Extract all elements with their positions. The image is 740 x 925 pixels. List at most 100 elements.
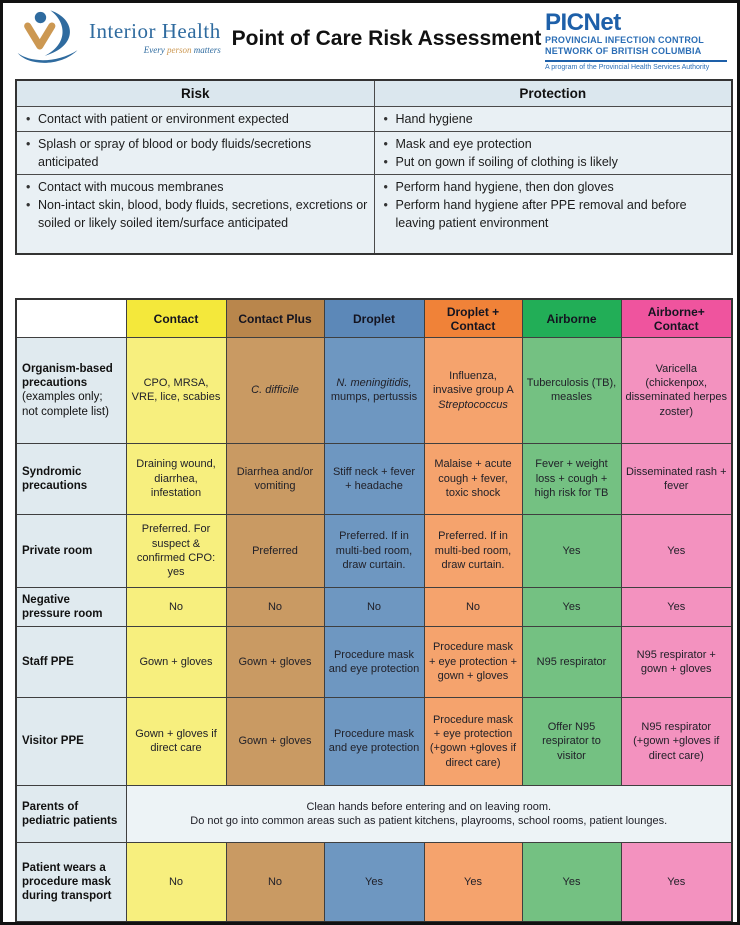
picnet-line2: NETWORK OF BRITISH COLUMBIA (545, 46, 702, 57)
interior-health-name: Interior Health (89, 19, 221, 43)
matrix-cell: Yes (521, 841, 622, 922)
parents-instruction-line: Do not go into common areas such as pati… (190, 814, 668, 827)
row-parents-pediatric: Parents of pediatric patients Clean hand… (15, 784, 733, 843)
row-label-negative-pressure: Negative pressure room (15, 586, 127, 627)
risk-cell: Splash or spray of blood or body fluids/… (15, 130, 375, 175)
column-header-airborne-contact: Airborne+ Contact (620, 298, 733, 338)
interior-health-figure-icon (13, 9, 85, 68)
row-label-visitor-ppe: Visitor PPE (15, 696, 127, 786)
row-visitor-ppe: Visitor PPE Gown + gloves if direct care… (15, 696, 733, 786)
protection-item: Perform hand hygiene after PPE removal a… (379, 196, 726, 232)
risk-table-header-row: Risk Protection (15, 79, 733, 107)
protection-cell: Perform hand hygiene, then don gloves Pe… (373, 173, 733, 255)
picnet-subtext: A program of the Provincial Health Servi… (545, 63, 710, 71)
matrix-cell: Yes (620, 841, 733, 922)
row-label-private-room: Private room (15, 513, 127, 588)
matrix-cell: Diarrhea and/or vomiting (225, 442, 325, 515)
matrix-cell: Procedure mask and eye protection (323, 696, 425, 786)
matrix-cell: Disseminated rash + fever (620, 442, 733, 515)
page-title: Point of Care Risk Assessment (231, 27, 542, 50)
row-syndromic-precautions: Syndromic precautions Draining wound, di… (15, 442, 733, 515)
matrix-cell: Yes (423, 841, 523, 922)
picnet-name: PICNet (545, 9, 621, 36)
matrix-cell: Influenza, invasive group A Streptococcu… (423, 336, 523, 444)
column-header-droplet-contact: Droplet + Contact (423, 298, 523, 338)
parents-instruction-line: Clean hands before entering and on leavi… (306, 800, 552, 813)
risk-item: Non-intact skin, blood, body fluids, sec… (21, 196, 368, 232)
risk-column-header: Risk (15, 79, 375, 107)
risk-row-3: Contact with mucous membranes Non-intact… (15, 173, 733, 255)
precautions-matrix: Contact Contact Plus Droplet Droplet + C… (15, 298, 733, 922)
risk-item: Splash or spray of blood or body fluids/… (21, 135, 368, 171)
row-negative-pressure-room: Negative pressure room No No No No Yes Y… (15, 586, 733, 627)
matrix-cell: Procedure mask + eye protection + gown +… (423, 625, 523, 698)
matrix-cell: N95 respirator (521, 625, 622, 698)
matrix-cell: Procedure mask and eye protection (323, 625, 425, 698)
matrix-cell: Preferred. For suspect & confirmed CPO: … (125, 513, 227, 588)
row-label-parents: Parents of pediatric patients (15, 784, 127, 843)
protection-item: Mask and eye protection (379, 135, 726, 153)
row-label-staff-ppe: Staff PPE (15, 625, 127, 698)
matrix-cell: Offer N95 respirator to visitor (521, 696, 622, 786)
protection-item: Perform hand hygiene, then don gloves (379, 178, 726, 196)
matrix-cell: C. difficile (225, 336, 325, 444)
matrix-cell: No (323, 586, 425, 627)
matrix-cell: No (125, 586, 227, 627)
matrix-cell: Varicella (chickenpox, disseminated herp… (620, 336, 733, 444)
matrix-cell: N95 respirator + gown + gloves (620, 625, 733, 698)
risk-item: Contact with patient or environment expe… (21, 110, 368, 128)
matrix-cell: Gown + gloves if direct care (125, 696, 227, 786)
matrix-cell: Gown + gloves (225, 625, 325, 698)
interior-health-tagline: Every person matters (143, 45, 221, 55)
row-organism-precautions: Organism-based precautions (examples onl… (15, 336, 733, 444)
matrix-cell: No (225, 841, 325, 922)
row-label-syndromic: Syndromic precautions (15, 442, 127, 515)
matrix-cell: Yes (521, 513, 622, 588)
matrix-cell: N95 respirator (+gown +gloves if direct … (620, 696, 733, 786)
column-header-droplet: Droplet (323, 298, 425, 338)
protection-cell: Hand hygiene (373, 105, 733, 132)
row-label-transport: Patient wears a procedure mask during tr… (15, 841, 127, 922)
matrix-cell: Yes (323, 841, 425, 922)
matrix-cell: CPO, MRSA, VRE, lice, scabies (125, 336, 227, 444)
row-private-room: Private room Preferred. For suspect & co… (15, 513, 733, 588)
protection-item: Put on gown if soiling of clothing is li… (379, 153, 726, 171)
matrix-cell: Gown + gloves (125, 625, 227, 698)
picnet-logo: PICNet PROVINCIAL INFECTION CONTROL NETW… (545, 11, 727, 71)
protection-column-header: Protection (373, 79, 733, 107)
matrix-header-row: Contact Contact Plus Droplet Droplet + C… (15, 298, 733, 338)
protection-item: Hand hygiene (379, 110, 726, 128)
risk-cell: Contact with patient or environment expe… (15, 105, 375, 132)
matrix-cell: Yes (620, 513, 733, 588)
risk-item: Contact with mucous membranes (21, 178, 368, 196)
matrix-cell: Malaise + acute cough + fever, toxic sho… (423, 442, 523, 515)
matrix-corner-cell (15, 298, 127, 338)
risk-protection-table: Risk Protection Contact with patient or … (15, 79, 733, 256)
risk-row-1: Contact with patient or environment expe… (15, 105, 733, 132)
matrix-cell: Gown + gloves (225, 696, 325, 786)
matrix-cell: Preferred (225, 513, 325, 588)
matrix-cell: Fever + weight loss + cough + high risk … (521, 442, 622, 515)
matrix-cell: Tuberculosis (TB), measles (521, 336, 622, 444)
matrix-cell: Stiff neck + fever + headache (323, 442, 425, 515)
risk-row-2: Splash or spray of blood or body fluids/… (15, 130, 733, 175)
matrix-cell: Yes (620, 586, 733, 627)
matrix-cell: Preferred. If in multi-bed room, draw cu… (323, 513, 425, 588)
parents-instructions-cell: Clean hands before entering and on leavi… (125, 784, 733, 843)
interior-health-logo: Interior Health Every person matters (13, 9, 228, 68)
matrix-cell: Draining wound, diarrhea, infestation (125, 442, 227, 515)
matrix-cell: No (423, 586, 523, 627)
row-label-organism: Organism-based precautions (examples onl… (15, 336, 127, 444)
matrix-cell: No (225, 586, 325, 627)
protection-cell: Mask and eye protection Put on gown if s… (373, 130, 733, 175)
matrix-cell: N. meningitidis, mumps, pertussis (323, 336, 425, 444)
risk-cell: Contact with mucous membranes Non-intact… (15, 173, 375, 255)
picnet-divider (545, 59, 727, 62)
column-header-airborne: Airborne (521, 298, 622, 338)
row-staff-ppe: Staff PPE Gown + gloves Gown + gloves Pr… (15, 625, 733, 698)
row-transport-mask: Patient wears a procedure mask during tr… (15, 841, 733, 922)
matrix-cell: No (125, 841, 227, 922)
document-header: Interior Health Every person matters Poi… (3, 3, 737, 71)
matrix-cell: Preferred. If in multi-bed room, draw cu… (423, 513, 523, 588)
